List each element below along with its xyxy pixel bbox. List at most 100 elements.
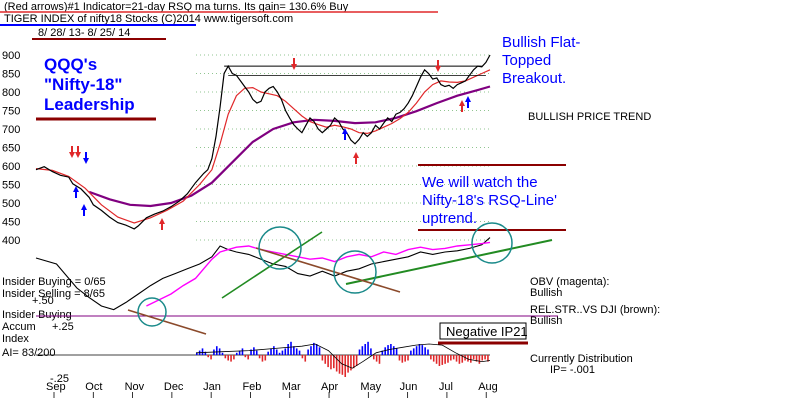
ai-bar (352, 355, 355, 369)
y-tick-label: 650 (2, 143, 20, 155)
ai-bar (318, 347, 321, 355)
month-label: Aug (478, 381, 498, 393)
ai-bar (255, 350, 258, 355)
month-label: Apr (321, 381, 338, 393)
ai-bar (227, 355, 229, 361)
ai-bar (201, 348, 204, 355)
ai-bar (432, 355, 435, 362)
ai-bar (447, 355, 449, 363)
relstr-line (35, 237, 491, 311)
chart-markers (69, 58, 553, 335)
ai-bar (458, 355, 461, 364)
obv-trendline-up (221, 231, 323, 299)
series-lines (35, 54, 491, 369)
ai-bar (412, 348, 415, 355)
insider-buying-count: Insider Buying = 0/65 (2, 276, 106, 288)
ai-bar (427, 349, 429, 355)
minus25-label: -.25 (50, 373, 69, 385)
ai-bar (267, 351, 269, 355)
obv-label-1: OBV (magenta): (530, 276, 609, 288)
ai-bar (298, 350, 301, 355)
buy-arrow (353, 152, 359, 164)
ai-bar (295, 348, 298, 355)
breakout-line2: Topped (502, 52, 551, 69)
highlight-circle (258, 226, 302, 270)
ai-bar (424, 347, 426, 355)
relstr-downtrend (255, 247, 401, 293)
ai-bar (207, 355, 210, 358)
negative-ip21-box (439, 322, 527, 340)
buy-arrow (159, 218, 165, 230)
ai-bar (475, 355, 478, 362)
ai-bar (224, 355, 227, 359)
bullish-price-trend: BULLISH PRICE TREND (528, 111, 651, 123)
ai-bar (244, 355, 247, 358)
ai-bar (313, 342, 315, 355)
sell-arrow (69, 146, 75, 158)
month-label: Oct (85, 381, 102, 393)
ai-bar (310, 346, 312, 355)
ai-bar (253, 347, 255, 355)
accum-label: Accum (2, 321, 36, 333)
ai-bar (341, 355, 344, 375)
ai-bar (278, 352, 281, 355)
ai-bar (430, 355, 432, 360)
ma-red-line (35, 69, 491, 224)
y-tick-label: 750 (2, 106, 20, 118)
buy-arrow (459, 100, 465, 112)
ai-bar (215, 346, 218, 355)
header-line1: (Red arrows)#1 Indicator=21-day RSQ ma t… (4, 1, 349, 13)
ai-bar (344, 355, 347, 377)
ai-bar (392, 346, 395, 355)
y-tick-label: 700 (2, 124, 20, 136)
negative-ip21-label: Negative IP21 (446, 324, 528, 339)
ai-bar (407, 355, 409, 361)
ai-bar (241, 348, 244, 355)
ai-bar (270, 348, 272, 355)
y-tick-label: 850 (2, 69, 20, 81)
ai-bar (381, 350, 384, 355)
buy-arrow (342, 128, 348, 140)
title-line1: QQQ's (44, 55, 97, 74)
ai-bar (452, 355, 455, 360)
ai-bar (196, 352, 198, 355)
y-tick-labels: 900 850 800 750 700 650 600 550 500 450 400 (2, 50, 20, 247)
y-tick-label: 550 (2, 180, 20, 192)
ai-bar (355, 355, 358, 366)
ai-bar (467, 355, 469, 362)
ai-bar (233, 355, 235, 360)
ai-bar (455, 355, 458, 362)
breakout-line1: Bullish Flat- (502, 34, 580, 51)
ai-bar (461, 355, 464, 363)
ai-bar (361, 346, 364, 355)
relstr-label-1: REL.STR..VS DJI (brown): (530, 304, 660, 316)
relstr-downtrend-early (127, 309, 207, 335)
ai-bar (421, 345, 424, 355)
month-label: May (360, 381, 381, 393)
ai-bar (315, 344, 318, 355)
month-label: Jan (203, 381, 221, 393)
ai-bar (301, 355, 304, 359)
ai-bar (238, 350, 241, 355)
highlight-circle (137, 297, 167, 327)
ai-bar (478, 355, 481, 364)
month-label: Mar (282, 381, 301, 393)
highlight-circle (333, 250, 377, 294)
ai-bar (441, 355, 444, 365)
ai-bar (404, 355, 406, 362)
obv-label-2: Bullish (530, 287, 562, 299)
ai-bar (221, 352, 224, 355)
month-label: Jun (400, 381, 418, 393)
ai-ma-line (195, 343, 491, 369)
ai-histogram (196, 341, 489, 377)
ai-bar (358, 349, 361, 355)
ai-bar (378, 355, 381, 364)
highlight-circle (471, 222, 513, 264)
ai-bar (287, 344, 289, 355)
relstr-label-2: Bullish (530, 315, 562, 327)
sell-arrow (435, 60, 441, 72)
ai-bar (324, 355, 327, 364)
ai-bar (338, 355, 341, 374)
month-label: Sep (46, 381, 66, 393)
